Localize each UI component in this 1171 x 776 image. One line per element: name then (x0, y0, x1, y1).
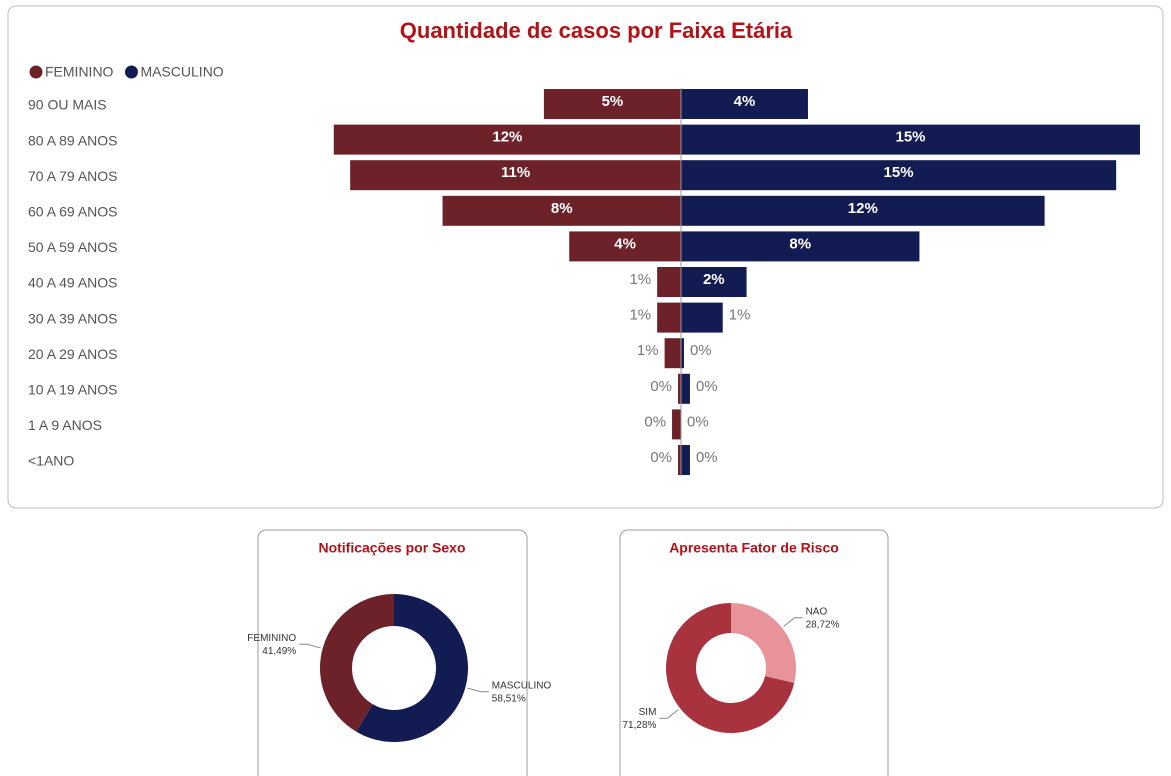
bar (681, 231, 920, 262)
data-label: 0% (687, 413, 709, 430)
data-label: 0% (690, 342, 712, 359)
bar (681, 160, 1117, 191)
data-label: 1% (629, 307, 651, 324)
y-tick-label: 1 A 9 ANOS (28, 417, 102, 433)
data-label: 28,72% (806, 619, 840, 630)
legend-swatch (29, 65, 43, 79)
y-tick-label: 70 A 79 ANOS (28, 168, 118, 184)
y-tick-label: 60 A 69 ANOS (28, 204, 118, 220)
leader-line (659, 709, 679, 719)
bar (657, 267, 681, 297)
data-label: FEMININO (247, 633, 296, 644)
donut-slice (356, 594, 468, 742)
y-tick-label: 30 A 39 ANOS (28, 310, 118, 326)
bar (681, 445, 690, 475)
data-label: 41,49% (262, 646, 296, 657)
bar (681, 195, 1045, 226)
legend-label: FEMININO (45, 64, 114, 80)
legend-swatch (124, 65, 138, 79)
donut-slice (731, 603, 797, 684)
data-label: 1% (637, 342, 659, 359)
bar (333, 124, 681, 155)
bar (543, 89, 681, 119)
leader-line (299, 643, 321, 649)
y-tick-label: 90 OU MAIS (28, 97, 107, 113)
panel (257, 529, 528, 776)
chart-title: Quantidade de casos por Faixa Etária (400, 18, 793, 43)
y-tick-label: 20 A 29 ANOS (28, 346, 118, 362)
bar (569, 231, 681, 262)
bar (681, 89, 808, 119)
data-label: 4% (734, 93, 756, 110)
data-label: 0% (650, 449, 672, 466)
bar (657, 302, 681, 333)
data-label: MASCULINO (492, 680, 552, 691)
legend-label: MASCULINO (140, 64, 223, 80)
panel (619, 529, 889, 776)
y-tick-label: 40 A 49 ANOS (28, 275, 118, 291)
donut-slice (320, 594, 394, 732)
bar (681, 302, 723, 333)
data-label: 8% (551, 200, 573, 217)
y-tick-label: 10 A 19 ANOS (28, 382, 118, 398)
bar (678, 373, 681, 404)
data-label: 2% (703, 271, 725, 288)
bar (664, 338, 681, 369)
data-label: 8% (789, 235, 811, 252)
data-label: 15% (895, 129, 925, 146)
bar (681, 338, 684, 369)
data-label: 12% (492, 129, 522, 146)
data-label: 0% (696, 449, 718, 466)
data-label: 15% (884, 164, 914, 181)
data-label: 1% (729, 307, 751, 324)
data-label: NAO (806, 606, 828, 617)
leader-line (783, 617, 803, 627)
data-label: 1% (629, 271, 651, 288)
bar (678, 445, 681, 475)
bar (681, 124, 1140, 155)
bar (350, 160, 681, 191)
data-label: 71,28% (623, 720, 657, 731)
data-label: 0% (644, 413, 666, 430)
leader-line (467, 687, 489, 693)
data-label: 12% (848, 200, 878, 217)
data-label: 4% (614, 235, 636, 252)
chart-title: Apresenta Fator de Risco (669, 540, 839, 556)
data-label: SIM (639, 707, 657, 718)
data-label: 0% (696, 378, 718, 395)
y-tick-label: <1ANO (28, 453, 74, 469)
bar (681, 267, 747, 297)
data-label: 5% (602, 93, 624, 110)
y-tick-label: 50 A 59 ANOS (28, 239, 118, 255)
data-label: 58,51% (492, 693, 526, 704)
data-label: 11% (501, 164, 530, 181)
donut-slice (666, 603, 795, 733)
bar (442, 195, 681, 226)
y-tick-label: 80 A 89 ANOS (28, 132, 118, 148)
data-label: 0% (650, 378, 672, 395)
bar (672, 409, 681, 440)
bar (681, 373, 690, 404)
chart-title: Notificações por Sexo (318, 540, 465, 556)
